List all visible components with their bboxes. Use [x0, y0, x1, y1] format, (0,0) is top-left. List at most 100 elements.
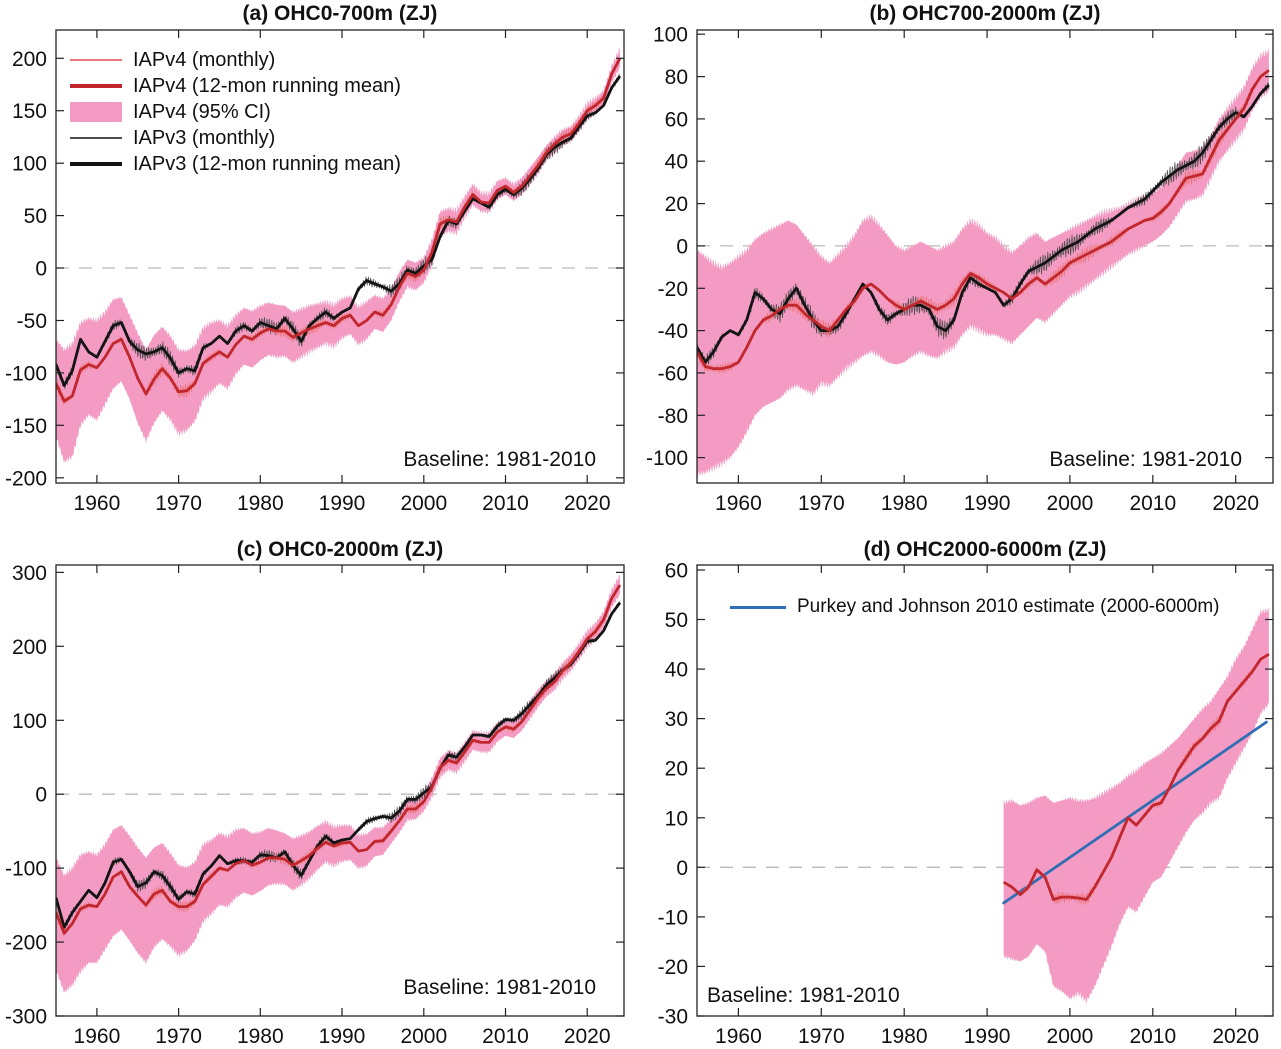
legend-label: IAPv4 (12-mon running mean)	[133, 74, 401, 97]
panel-d-legend: Purkey and Johnson 2010 estimate (2000-6…	[730, 594, 1219, 620]
svg-text:-100: -100	[646, 447, 688, 470]
svg-text:1970: 1970	[155, 492, 202, 515]
svg-text:100: 100	[653, 24, 688, 47]
panel-b-title: (b) OHC700-2000m (ZJ)	[869, 2, 1101, 25]
svg-text:1970: 1970	[798, 492, 845, 515]
svg-text:0: 0	[35, 784, 47, 807]
legend-item-iapv3-monthly: IAPv3 (monthly)	[70, 125, 401, 151]
svg-text:-60: -60	[658, 362, 688, 385]
svg-text:-300: -300	[5, 1006, 47, 1029]
svg-text:1960: 1960	[74, 1025, 121, 1048]
svg-text:60: 60	[665, 108, 688, 131]
svg-text:-30: -30	[658, 1006, 688, 1029]
svg-text:-100: -100	[5, 362, 47, 385]
svg-text:80: 80	[665, 66, 688, 89]
legend-item-iapv4-mean: IAPv4 (12-mon running mean)	[70, 73, 401, 99]
iapv4-mean-line-swatch	[70, 84, 122, 88]
svg-text:1960: 1960	[715, 492, 762, 515]
svg-text:2020: 2020	[1212, 492, 1259, 515]
svg-text:0: 0	[35, 258, 47, 281]
svg-text:1990: 1990	[319, 1025, 366, 1048]
svg-text:40: 40	[665, 659, 688, 682]
svg-text:30: 30	[665, 708, 688, 731]
panel-c-title: (c) OHC0-2000m (ZJ)	[236, 538, 444, 561]
svg-text:150: 150	[12, 100, 47, 123]
legend-item-purkey-johnson: Purkey and Johnson 2010 estimate (2000-6…	[730, 594, 1219, 620]
panel-d-title: (d) OHC2000-6000m (ZJ)	[863, 538, 1107, 561]
trend-line-swatch	[730, 605, 786, 609]
panel-b: 1960 1970 1980 1990 2000 2010 2020 -100 -80 -60 -4…	[640, 0, 1281, 524]
svg-text:1980: 1980	[237, 492, 284, 515]
panel-a-title: (a) OHC0-700m (ZJ)	[242, 2, 438, 25]
svg-text:0: 0	[676, 235, 688, 258]
iapv4-monthly-line-swatch	[70, 59, 122, 61]
legend-item-iapv4-monthly: IAPv4 (monthly)	[70, 47, 401, 73]
legend-label: IAPv3 (monthly)	[133, 126, 276, 149]
svg-text:2020: 2020	[1212, 1025, 1259, 1048]
chart-canvas-b: 1960 1970 1980 1990 2000 2010 2020 -100 -80 -60 -4…	[646, 24, 1274, 515]
legend-label: IAPv4 (95% CI)	[133, 100, 271, 123]
svg-text:2010: 2010	[1129, 492, 1176, 515]
svg-text:100: 100	[12, 710, 47, 733]
chart-canvas-c: 1960 1970 1980 1990 2000 2010 2020-300-200-100…	[5, 562, 625, 1048]
svg-text:-150: -150	[5, 415, 47, 438]
svg-text:1990: 1990	[964, 1025, 1011, 1048]
legend-item-iapv4-ci: IAPv4 (95% CI)	[70, 99, 401, 125]
svg-text:-20: -20	[658, 278, 688, 301]
baseline-label-c: Baseline: 1981-2010	[403, 976, 596, 999]
svg-text:2020: 2020	[564, 492, 611, 515]
svg-text:2010: 2010	[482, 492, 529, 515]
svg-text:200: 200	[12, 48, 47, 71]
legend-item-iapv3-mean: IAPv3 (12-mon running mean)	[70, 151, 401, 177]
iapv4-ci-patch-swatch	[70, 102, 122, 122]
svg-text:10: 10	[665, 807, 688, 830]
svg-text:2020: 2020	[564, 1025, 611, 1048]
panel-a-legend: IAPv4 (monthly) IAPv4 (12-mon running me…	[70, 47, 401, 177]
svg-text:0: 0	[676, 857, 688, 880]
iapv3-monthly-line-swatch	[70, 137, 122, 139]
svg-text:300: 300	[12, 562, 47, 585]
svg-text:-40: -40	[658, 320, 688, 343]
svg-text:-10: -10	[658, 906, 688, 929]
legend-label: IAPv3 (12-mon running mean)	[133, 152, 401, 175]
svg-text:2000: 2000	[1047, 492, 1094, 515]
svg-text:2010: 2010	[482, 1025, 529, 1048]
svg-text:60: 60	[665, 559, 688, 582]
baseline-label-d: Baseline: 1981-2010	[707, 984, 900, 1007]
chart-canvas-d: 1960 1970 1980 1990 2000 2010 2020 -30 -20 -10 0 10…	[658, 559, 1274, 1048]
panel-a: 1960 1970 1980 1990 2000 2010 2020 -200 -150 -100…	[0, 0, 640, 524]
svg-text:2000: 2000	[400, 492, 447, 515]
legend-label: Purkey and Johnson 2010 estimate (2000-6…	[797, 596, 1220, 617]
svg-text:100: 100	[12, 153, 47, 176]
panel-d: 1960 1970 1980 1990 2000 2010 2020 -30 -20 -10 0 10…	[640, 524, 1281, 1049]
baseline-label-b: Baseline: 1981-2010	[1049, 448, 1242, 471]
svg-text:-200: -200	[5, 932, 47, 955]
svg-text:-50: -50	[17, 310, 47, 333]
legend-label: IAPv4 (monthly)	[133, 48, 276, 71]
svg-text:1960: 1960	[715, 1025, 762, 1048]
svg-text:20: 20	[665, 758, 688, 781]
svg-text:-200: -200	[5, 467, 47, 490]
svg-text:1970: 1970	[798, 1025, 845, 1048]
svg-text:-80: -80	[658, 405, 688, 428]
svg-text:1980: 1980	[237, 1025, 284, 1048]
svg-text:50: 50	[24, 205, 47, 228]
svg-text:1970: 1970	[155, 1025, 202, 1048]
svg-text:40: 40	[665, 151, 688, 174]
svg-text:200: 200	[12, 636, 47, 659]
svg-text:1980: 1980	[881, 492, 928, 515]
baseline-label-a: Baseline: 1981-2010	[403, 448, 596, 471]
chart-canvas-a: 1960 1970 1980 1990 2000 2010 2020-200-150-100…	[5, 29, 625, 515]
svg-text:20: 20	[665, 193, 688, 216]
iapv3-mean-line-swatch	[70, 162, 122, 166]
svg-text:1960: 1960	[74, 492, 121, 515]
svg-text:2000: 2000	[1047, 1025, 1094, 1048]
svg-text:2010: 2010	[1129, 1025, 1176, 1048]
svg-text:1980: 1980	[881, 1025, 928, 1048]
svg-text:2000: 2000	[400, 1025, 447, 1048]
svg-text:1990: 1990	[319, 492, 366, 515]
svg-text:-100: -100	[5, 858, 47, 881]
svg-text:1990: 1990	[964, 492, 1011, 515]
svg-text:-20: -20	[658, 956, 688, 979]
